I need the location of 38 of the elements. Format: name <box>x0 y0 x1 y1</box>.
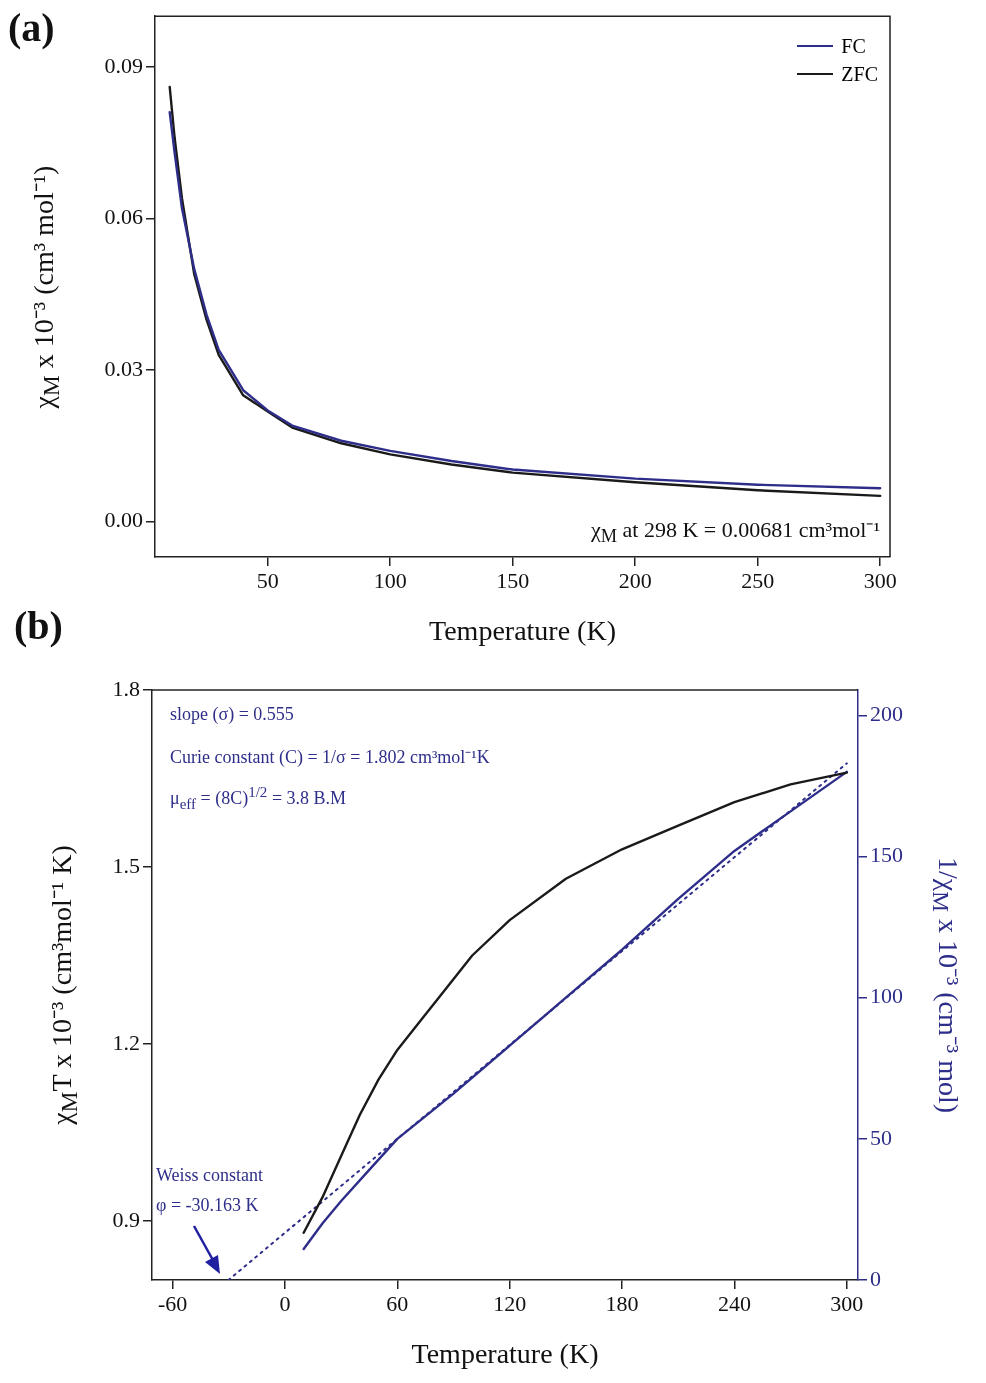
y2-tick-label: 150 <box>870 842 903 868</box>
y-tick-label: 0.9 <box>112 1206 140 1232</box>
y-tick-label: 0.09 <box>104 52 143 78</box>
x-tick-label: 120 <box>493 1290 527 1316</box>
y-tick-label: 0.03 <box>104 355 143 381</box>
y-tick-label: 1.8 <box>112 675 140 701</box>
x-tick-label: 50 <box>256 567 279 593</box>
x-tick-label: 300 <box>830 1290 864 1316</box>
legend-label: ZFC <box>841 62 878 86</box>
annotation: slope (σ) = 0.555 <box>170 704 294 725</box>
x-tick-label: -60 <box>157 1290 188 1316</box>
y2-tick-label: 50 <box>870 1124 892 1150</box>
x-tick-label: 100 <box>373 567 407 593</box>
x-tick-label: 150 <box>496 567 530 593</box>
annotation: χ$_{M}$ at 298 K = 0.00681 cm³mol⁻¹ <box>590 516 880 548</box>
chart-title: (b) <box>14 602 63 649</box>
annotation: Weiss constant <box>156 1165 264 1186</box>
y-tick-label: 0.06 <box>104 204 143 230</box>
annotation: μ$_{eff}$ = (8C)$^{1/2}$ = 3.8 B.M <box>170 784 347 813</box>
y-tick-label: 1.5 <box>112 852 140 878</box>
chart-title: (a) <box>8 4 55 51</box>
y2-tick-label: 100 <box>870 983 903 1009</box>
x-tick-label: 180 <box>605 1290 639 1316</box>
annotation: φ = -30.163 K <box>156 1195 259 1216</box>
x-tick-label: 0 <box>279 1290 291 1316</box>
y-tick-label: 1.2 <box>112 1029 140 1055</box>
x-tick-label: 200 <box>618 567 652 593</box>
x-axis-title: Temperature (K) <box>429 615 616 647</box>
legend-label: FC <box>841 34 866 58</box>
x-tick-label: 240 <box>717 1290 751 1316</box>
y2-tick-label: 200 <box>870 701 903 727</box>
x-axis-title: Temperature (K) <box>411 1338 599 1370</box>
x-tick-label: 300 <box>863 567 897 593</box>
y2-tick-label: 0 <box>870 1265 881 1291</box>
x-tick-label: 60 <box>386 1290 409 1316</box>
x-tick-label: 250 <box>741 567 775 593</box>
y-tick-label: 0.00 <box>104 507 143 533</box>
annotation: Curie constant (C) = 1/σ = 1.802 cm³mol⁻¹K <box>170 746 490 768</box>
